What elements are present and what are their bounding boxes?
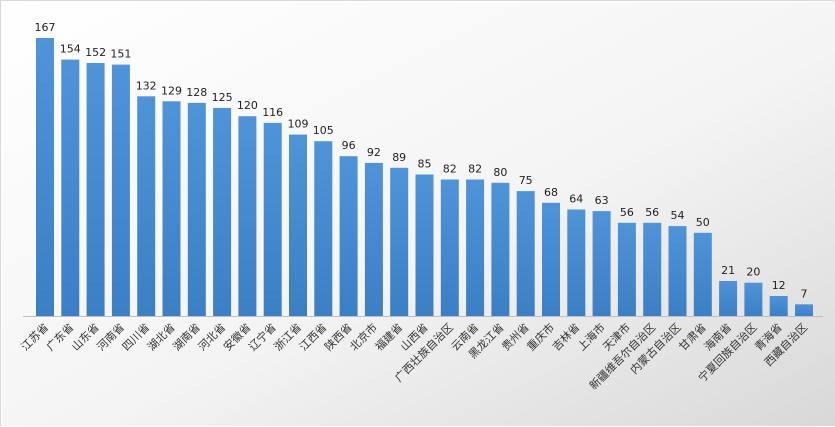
bar-value-label: 64 <box>569 193 583 206</box>
bar <box>289 134 307 316</box>
bar <box>592 211 611 316</box>
bar-value-label: 82 <box>443 163 457 176</box>
bar-value-label: 82 <box>468 163 482 176</box>
bar-value-label: 56 <box>620 206 634 219</box>
bar <box>36 38 54 316</box>
bar <box>213 107 232 317</box>
bar <box>137 96 156 316</box>
bar-value-label: 154 <box>60 43 81 56</box>
bar-value-label: 68 <box>544 186 558 199</box>
bar <box>390 167 409 316</box>
bar-value-label: 152 <box>85 46 106 59</box>
bar <box>719 281 738 316</box>
bar-value-label: 116 <box>262 106 283 119</box>
bar-value-label: 21 <box>721 264 735 277</box>
bar <box>263 122 282 317</box>
bar <box>693 232 712 316</box>
bar-value-label: 75 <box>519 174 533 187</box>
bar-value-label: 92 <box>367 146 381 159</box>
bar-value-label: 151 <box>110 48 131 61</box>
bar <box>668 226 687 316</box>
bar <box>617 222 636 316</box>
bar-value-label: 54 <box>671 209 685 222</box>
bar-value-label: 109 <box>288 118 309 131</box>
bar-value-label: 63 <box>595 194 609 207</box>
bar <box>86 63 105 316</box>
bar-value-label: 105 <box>313 124 334 137</box>
bar <box>795 304 813 316</box>
bar <box>542 202 560 316</box>
bar-value-label: 96 <box>342 139 356 152</box>
bars-layer <box>36 38 813 317</box>
bar-value-label: 56 <box>645 206 659 219</box>
bar <box>769 296 788 316</box>
bar <box>516 191 535 316</box>
bar <box>187 102 206 317</box>
bar-value-label: 129 <box>161 84 182 97</box>
bar <box>111 64 130 316</box>
bar <box>162 101 181 316</box>
bar <box>61 59 80 316</box>
bar-value-label: 132 <box>136 79 157 92</box>
bar-value-label: 125 <box>212 91 233 104</box>
bar <box>415 174 434 316</box>
bar <box>744 282 763 316</box>
bar <box>567 209 586 316</box>
bar-value-label: 12 <box>772 279 786 292</box>
bar <box>314 141 333 316</box>
bar-value-label: 20 <box>746 266 760 279</box>
bar-value-label: 50 <box>696 216 710 229</box>
value-labels-layer: 167 154 152 151 132 129 128 125 120 116 109 105 96 92… <box>35 21 808 300</box>
bar <box>643 222 662 316</box>
bar-value-label: 167 <box>35 21 56 34</box>
bar <box>364 162 383 316</box>
bar <box>238 116 257 316</box>
bar-value-label: 7 <box>801 287 808 300</box>
bar <box>440 179 459 316</box>
bar <box>466 179 485 316</box>
bar-value-label: 89 <box>392 151 406 164</box>
bar-value-label: 120 <box>237 99 258 112</box>
bar-value-label: 80 <box>493 166 507 179</box>
bar-value-label: 85 <box>418 158 432 171</box>
bar <box>491 182 510 316</box>
bar <box>339 156 358 316</box>
bar-value-label: 128 <box>186 86 207 99</box>
